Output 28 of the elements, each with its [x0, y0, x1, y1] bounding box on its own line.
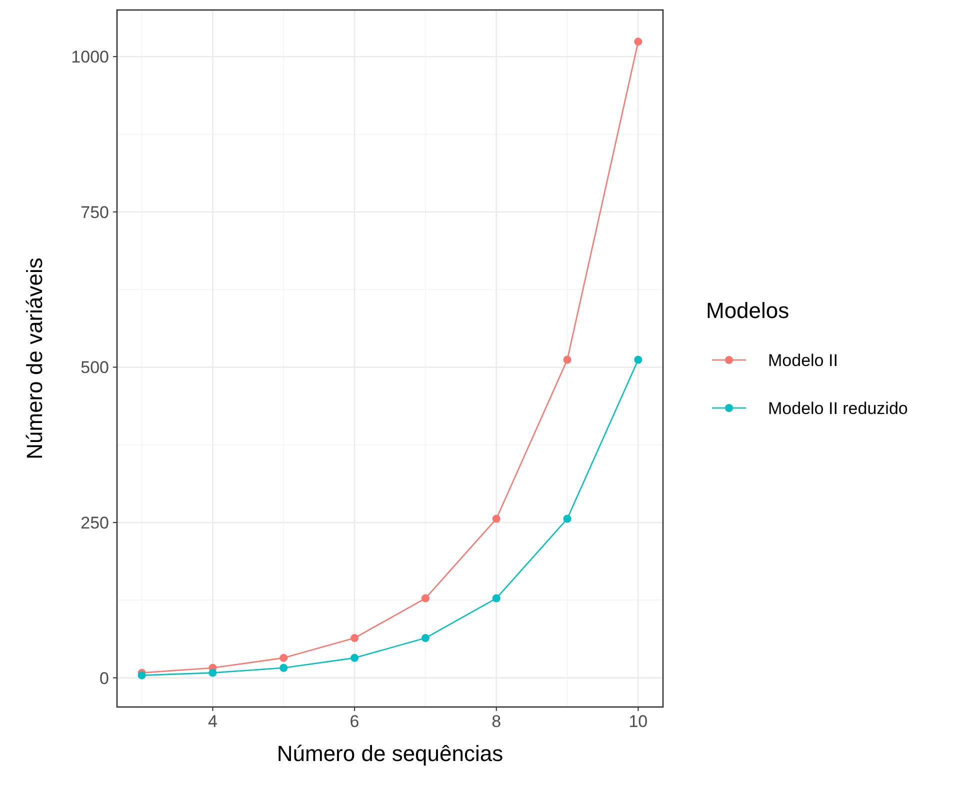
point [138, 671, 146, 680]
point [634, 38, 642, 46]
point [421, 594, 430, 602]
point [563, 514, 572, 523]
x-axis-title: Número de sequências [276, 741, 504, 766]
x-tick-label: 6 [350, 712, 360, 731]
point [350, 634, 359, 642]
point [492, 594, 500, 602]
x-tick-label: 4 [208, 712, 218, 731]
point [492, 514, 500, 523]
point [280, 664, 288, 672]
y-tick-label: 1000 [71, 48, 109, 67]
point [634, 356, 642, 364]
point [563, 356, 572, 364]
y-tick-label: 0 [100, 668, 109, 688]
y-tick-label: 500 [80, 358, 109, 378]
point [208, 668, 217, 677]
legend-title: Modelos [706, 298, 790, 323]
legend-label: Modelo II reduzido [768, 399, 908, 418]
y-axis-title: Número de variáveis [22, 258, 47, 460]
x-tick-label: 10 [628, 712, 648, 731]
point [350, 654, 359, 662]
y-tick-label: 750 [80, 202, 109, 222]
legend-label: Modelo II [768, 351, 838, 370]
y-tick-label: 250 [80, 514, 109, 532]
point [421, 634, 430, 642]
x-tick-label: 8 [492, 712, 502, 731]
point [280, 654, 288, 662]
